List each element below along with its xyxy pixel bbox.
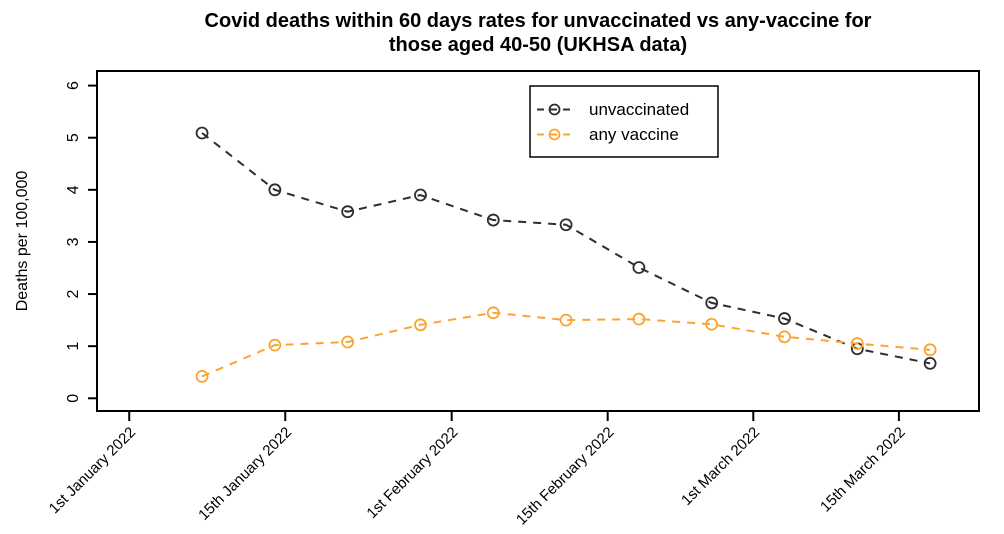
x-axis-tick-label: 1st March 2022 [678, 424, 763, 509]
data-point-unvaccinated [486, 213, 500, 227]
data-point-unvaccinated [705, 296, 719, 310]
legend-box [529, 85, 719, 158]
y-axis-tick-label: 1 [65, 342, 82, 351]
data-point-any-vaccine [778, 330, 791, 344]
data-point-unvaccinated [632, 261, 646, 274]
data-point-any-vaccine [850, 337, 864, 350]
data-point-unvaccinated [268, 183, 282, 197]
y-axis-tick-label: 6 [65, 81, 82, 90]
data-point-unvaccinated [195, 126, 209, 140]
data-point-unvaccinated [923, 356, 937, 370]
chart-title: Covid deaths within 60 days rates for un… [204, 10, 872, 56]
data-point-unvaccinated [341, 205, 355, 219]
x-axis-tick-label: 15th February 2022 [513, 424, 618, 529]
data-point-any-vaccine [414, 318, 427, 332]
data-point-any-vaccine [341, 335, 355, 349]
legend-label-any-vaccine: any vaccine [589, 125, 679, 144]
data-point-unvaccinated [778, 312, 791, 325]
y-axis-tick-label: 4 [65, 185, 82, 194]
data-point-unvaccinated [414, 188, 427, 202]
data-point-any-vaccine [923, 343, 937, 357]
y-axis-tick-label: 3 [65, 237, 82, 246]
x-axis-tick-label: 15th March 2022 [817, 424, 909, 516]
legend-marker-icon-any-vaccine [548, 128, 561, 141]
x-axis-tick-label: 15th January 2022 [195, 424, 295, 524]
y-axis-tick-label: 0 [65, 394, 82, 403]
y-axis-tick-label: 2 [65, 290, 82, 299]
data-point-any-vaccine [559, 313, 573, 327]
data-point-any-vaccine [195, 369, 209, 383]
series-line-unvaccinated [201, 132, 931, 365]
data-point-any-vaccine [705, 317, 719, 331]
y-axis-tick-label: 5 [65, 133, 82, 142]
data-point-any-vaccine [632, 312, 646, 326]
data-point-unvaccinated [559, 218, 573, 232]
data-point-any-vaccine [268, 338, 282, 352]
data-point-any-vaccine [486, 306, 500, 320]
legend-label-unvaccinated: unvaccinated [589, 100, 689, 119]
y-axis-title: Deaths per 100,000 [14, 171, 31, 312]
legend-marker-icon-unvaccinated [548, 103, 561, 116]
x-axis-tick-label: 1st January 2022 [46, 424, 139, 517]
series-line-any-vaccine [201, 311, 931, 378]
x-axis-tick-label: 1st February 2022 [363, 424, 461, 522]
